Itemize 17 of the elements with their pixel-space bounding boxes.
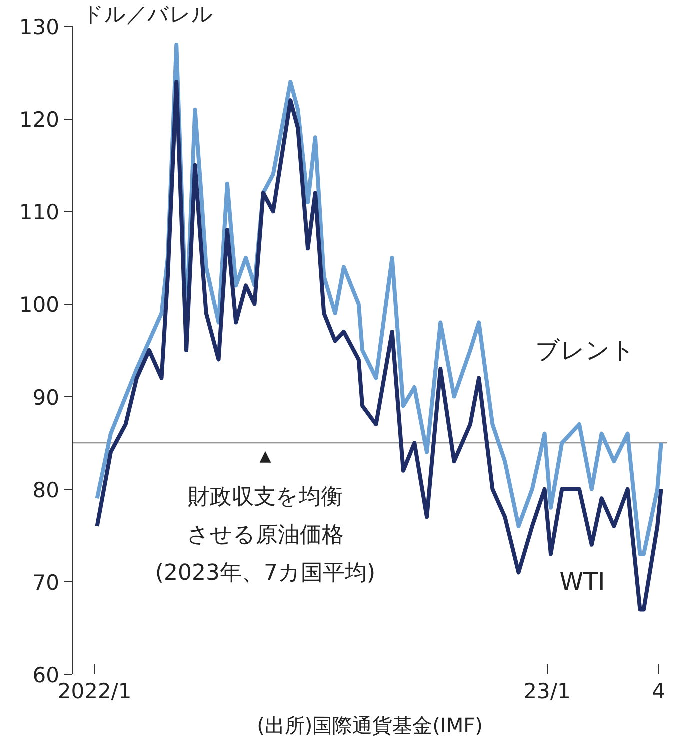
y-tick-label: 120: [19, 108, 60, 132]
y-tick-label: 70: [32, 570, 60, 595]
x-tick-label: 4: [652, 680, 666, 704]
y-tick-label: 100: [19, 293, 60, 318]
y-tick-label: 60: [32, 664, 60, 688]
x-tick-label: 23/1: [524, 680, 571, 704]
y-tick-label: 130: [19, 16, 60, 40]
y-tick-label: 90: [32, 386, 60, 410]
text: ブレント: [536, 336, 636, 364]
line-series: [95, 80, 664, 612]
x-tick-label: 2022/1: [58, 680, 132, 704]
y-tick-label: 80: [32, 478, 60, 502]
y-axis-title: ドル／バレル: [82, 2, 214, 26]
text: (出所)国際通貨基金(IMF): [257, 714, 483, 738]
series-label: WTI: [560, 568, 606, 596]
y-tick-label: 110: [19, 200, 60, 225]
text: ▲財政収支を均衡させる原油価格(2023年、7カ国平均): [155, 447, 376, 586]
